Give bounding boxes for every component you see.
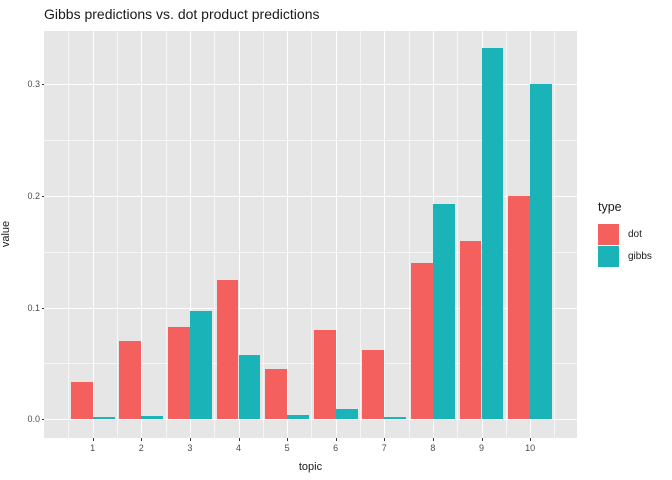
legend: type dot gibbs: [598, 200, 652, 267]
bar-dot-topic-4: [216, 279, 239, 420]
x-tick-mark: [530, 438, 532, 441]
x-minor-gridline: [68, 31, 70, 438]
legend-label: gibbs: [628, 250, 652, 262]
dot-color-swatch: [598, 223, 619, 245]
x-tick-label: 3: [187, 443, 193, 453]
y-major-gridline: [44, 419, 577, 421]
bar-gibbs-topic-1: [92, 417, 115, 420]
x-minor-gridline: [262, 31, 264, 438]
bar-dot-topic-2: [119, 341, 142, 420]
x-tick-label: 6: [333, 443, 339, 453]
x-tick-label: 5: [284, 443, 290, 453]
y-tick-mark: [41, 307, 44, 309]
x-minor-gridline: [360, 31, 361, 438]
legend-item-dot: dot: [598, 223, 652, 245]
bar-gibbs-topic-7: [384, 417, 407, 420]
x-axis-title: topic: [298, 461, 323, 473]
x-minor-gridline: [408, 31, 410, 438]
x-tick-mark: [141, 438, 143, 441]
chart-title: Gibbs predictions vs. dot product predic…: [44, 6, 320, 22]
bar-dot-topic-3: [168, 326, 190, 420]
x-minor-gridline: [554, 31, 556, 438]
x-tick-mark: [92, 438, 94, 441]
x-minor-gridline: [214, 31, 216, 438]
x-tick-label: 7: [381, 443, 387, 453]
x-tick-label: 10: [525, 443, 536, 453]
x-tick-label: 1: [90, 443, 96, 453]
y-major-gridline: [44, 195, 577, 197]
plot-panel: [44, 31, 577, 438]
x-tick-mark: [432, 438, 434, 441]
bar-gibbs-topic-5: [287, 414, 309, 420]
legend-label: dot: [628, 228, 642, 240]
x-major-gridline: [384, 31, 386, 438]
gibbs-color-swatch: [598, 245, 619, 267]
y-tick-label: 0.0: [27, 414, 40, 425]
x-major-gridline: [189, 31, 191, 438]
bar-gibbs-topic-10: [530, 84, 552, 420]
y-tick-label: 0.1: [27, 302, 40, 313]
bar-gibbs-topic-8: [432, 203, 455, 420]
x-minor-gridline: [505, 31, 507, 438]
y-tick-label: 0.2: [27, 190, 40, 201]
x-tick-mark: [384, 438, 386, 441]
y-major-gridline: [44, 84, 577, 86]
x-minor-gridline: [311, 31, 313, 438]
bar-dot-topic-10: [508, 195, 531, 420]
legend-title: type: [598, 200, 622, 214]
y-tick-label: 0.3: [27, 79, 40, 90]
x-tick-label: 2: [138, 443, 144, 453]
bar-gibbs-topic-2: [141, 415, 164, 420]
x-tick-mark: [481, 438, 483, 441]
y-tick-mark: [41, 419, 44, 421]
bar-gibbs-topic-6: [335, 409, 358, 420]
x-major-gridline: [238, 31, 240, 438]
bar-gibbs-topic-4: [238, 354, 261, 420]
y-minor-gridline: [44, 140, 577, 142]
x-tick-mark: [287, 438, 289, 441]
bar-gibbs-topic-9: [481, 48, 504, 420]
x-minor-gridline: [165, 31, 167, 438]
x-major-gridline: [335, 31, 337, 438]
legend-item-gibbs: gibbs: [598, 245, 652, 267]
y-tick-mark: [41, 195, 44, 197]
y-tick-mark: [41, 84, 44, 86]
x-tick-label: 4: [235, 443, 241, 453]
x-tick-label: 9: [478, 443, 484, 453]
y-axis-title: value: [0, 220, 12, 248]
bar-dot-topic-5: [265, 369, 288, 420]
x-tick-mark: [335, 438, 337, 441]
x-major-gridline: [141, 31, 143, 438]
x-major-gridline: [92, 31, 94, 438]
bar-dot-topic-6: [313, 329, 336, 420]
bar-dot-topic-7: [362, 350, 385, 420]
y-minor-gridline: [44, 363, 577, 365]
x-major-gridline: [287, 31, 289, 438]
x-tick-mark: [189, 438, 191, 441]
bar-dot-topic-8: [411, 262, 433, 420]
x-tick-label: 8: [430, 443, 436, 453]
bar-dot-topic-9: [459, 240, 482, 420]
x-minor-gridline: [457, 31, 459, 438]
x-tick-mark: [238, 438, 240, 441]
bar-gibbs-topic-3: [189, 310, 212, 420]
y-major-gridline: [44, 307, 577, 309]
y-minor-gridline: [44, 251, 577, 253]
bar-dot-topic-1: [70, 382, 93, 420]
x-minor-gridline: [117, 31, 118, 438]
